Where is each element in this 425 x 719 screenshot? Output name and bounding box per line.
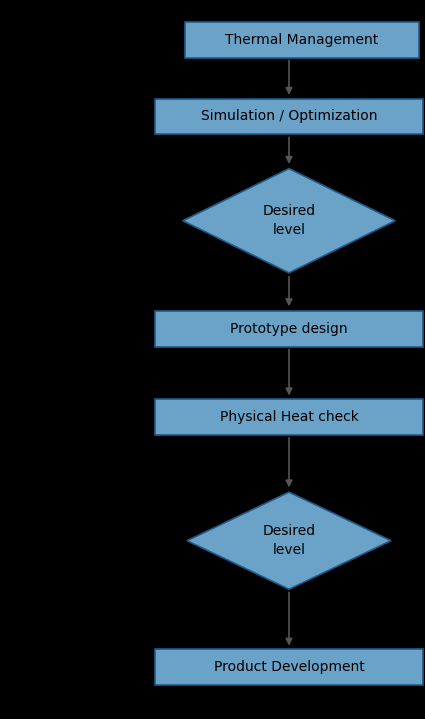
- Text: Desired
level: Desired level: [262, 524, 315, 557]
- Polygon shape: [183, 169, 395, 273]
- Text: Product Development: Product Development: [214, 660, 364, 674]
- Text: Simulation / Optimization: Simulation / Optimization: [201, 109, 377, 124]
- Polygon shape: [187, 492, 391, 590]
- FancyBboxPatch shape: [155, 649, 423, 685]
- Text: Physical Heat check: Physical Heat check: [220, 410, 358, 424]
- FancyBboxPatch shape: [185, 22, 419, 58]
- Text: Prototype design: Prototype design: [230, 321, 348, 336]
- FancyBboxPatch shape: [155, 99, 423, 134]
- FancyBboxPatch shape: [155, 311, 423, 347]
- Text: Thermal Management: Thermal Management: [225, 32, 378, 47]
- FancyBboxPatch shape: [155, 399, 423, 435]
- Text: Desired
level: Desired level: [262, 204, 315, 237]
